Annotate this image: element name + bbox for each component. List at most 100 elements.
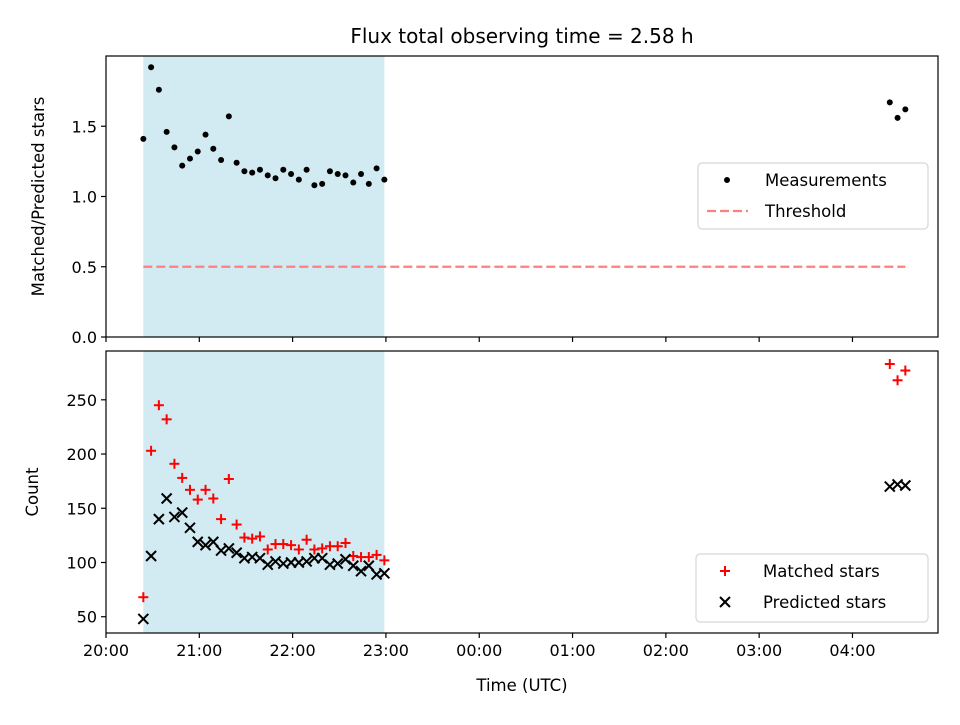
legend-entry: Matched stars — [720, 562, 880, 581]
measurement-point — [373, 165, 380, 172]
measurement-point — [241, 168, 248, 175]
measurement-point — [163, 128, 170, 135]
legend-x-icon — [719, 596, 731, 608]
matched-star-point — [317, 543, 328, 554]
matched-star-point — [161, 414, 172, 425]
measurement-point — [264, 172, 271, 179]
measurement-point — [225, 113, 232, 120]
predicted-star-point — [145, 550, 157, 562]
series-matched-stars — [138, 359, 911, 603]
x-tick-label: 20:00 — [83, 641, 129, 660]
matched-star-point — [363, 552, 374, 563]
matched-star-point — [223, 473, 234, 484]
y-tick-label: 150 — [66, 499, 97, 518]
measurement-point — [202, 131, 209, 138]
matched-star-point — [278, 539, 289, 550]
predicted-star-point — [184, 522, 196, 534]
top-ratio-panel: 0.0 0.5 1.0 1.5 Matched/Predicted stars Flux … — [29, 24, 939, 347]
legend: Measurements Threshold — [697, 162, 929, 230]
measurement-point — [179, 162, 186, 169]
predicted-star-point — [300, 555, 313, 568]
predicted-star-point — [347, 560, 359, 572]
x-tick-label: 23:00 — [363, 641, 409, 660]
measurement-point — [334, 171, 341, 178]
measurement-point — [326, 168, 333, 175]
measurement-point — [319, 180, 326, 187]
matched-star-point — [184, 484, 195, 495]
measurement-point — [171, 144, 178, 151]
measurement-point — [140, 135, 147, 142]
matched-star-point — [153, 400, 164, 411]
matched-star-point — [379, 555, 390, 566]
matched-star-point — [231, 519, 242, 530]
y-axis-label: Matched/Predicted stars — [29, 97, 48, 297]
predicted-star-point — [355, 565, 367, 577]
x-tick-label: 02:00 — [643, 641, 689, 660]
legend-label: Measurements — [765, 171, 887, 190]
legend-label: Predicted stars — [763, 593, 886, 612]
measurement-point — [311, 182, 318, 189]
measurement-point — [155, 86, 162, 93]
matched-star-point — [900, 365, 911, 376]
legend-label: Matched stars — [763, 562, 880, 581]
y-tick-label: 200 — [66, 445, 97, 464]
x-tick-label: 03:00 — [736, 641, 782, 660]
measurement-point — [350, 179, 357, 186]
predicted-star-point — [199, 539, 212, 551]
predicted-star-point — [230, 547, 243, 559]
legend: Matched stars Predicted stars — [695, 553, 929, 623]
matched-star-point — [200, 484, 211, 495]
predicted-star-point — [378, 567, 391, 580]
predicted-star-point — [168, 511, 181, 523]
measurement-point — [256, 166, 263, 173]
measurement-point — [342, 172, 349, 179]
predicted-star-point — [192, 536, 204, 548]
matched-star-point — [247, 533, 258, 544]
matched-star-point — [169, 458, 180, 469]
measurement-point — [186, 155, 193, 162]
measurement-point — [894, 114, 901, 121]
y-tick-label: 50 — [77, 608, 97, 627]
legend-entry: Measurements — [724, 171, 887, 190]
bottom-count-panel: 50 100 150 200 250 20:00 21:00 22:00 23:00 00:00 0… — [23, 350, 939, 695]
matched-star-point — [340, 537, 351, 548]
predicted-star-point — [332, 557, 344, 570]
predicted-star-point — [160, 492, 173, 505]
x-tick-label: 22:00 — [270, 641, 316, 660]
y-tick-label: 1.0 — [72, 188, 97, 207]
matched-star-point — [138, 592, 149, 603]
matched-star-point — [293, 544, 304, 555]
matched-star-point — [286, 540, 297, 551]
matched-star-point — [309, 544, 320, 555]
matched-star-point — [301, 534, 312, 545]
x-tick-label: 01:00 — [549, 641, 595, 660]
matched-star-point — [216, 514, 227, 525]
measurement-point — [303, 166, 310, 173]
matched-star-point — [192, 494, 203, 505]
chart-title: Flux total observing time = 2.58 h — [350, 24, 693, 48]
measurement-point — [365, 180, 372, 187]
measurement-point — [210, 145, 217, 152]
predicted-star-point — [153, 513, 165, 525]
legend-entry: Predicted stars — [719, 593, 886, 612]
measurement-point — [358, 171, 365, 178]
legend-dot-icon — [724, 177, 730, 183]
matched-star-point — [146, 445, 157, 456]
measurement-point — [381, 176, 388, 183]
measurement-point — [902, 106, 909, 113]
matched-star-point — [177, 472, 188, 483]
legend-plus-icon — [720, 566, 730, 576]
matched-star-point — [884, 359, 895, 370]
y-tick-label: 0.5 — [72, 258, 97, 277]
axes-frame — [105, 350, 939, 634]
predicted-star-point — [137, 613, 150, 625]
observing-interval-shade — [143, 351, 385, 633]
measurement-point — [148, 64, 155, 71]
x-tick-label: 00:00 — [456, 641, 502, 660]
measurement-point — [218, 156, 225, 163]
series-measurements — [140, 64, 909, 189]
matched-star-point — [254, 531, 265, 542]
measurement-point — [886, 99, 893, 106]
